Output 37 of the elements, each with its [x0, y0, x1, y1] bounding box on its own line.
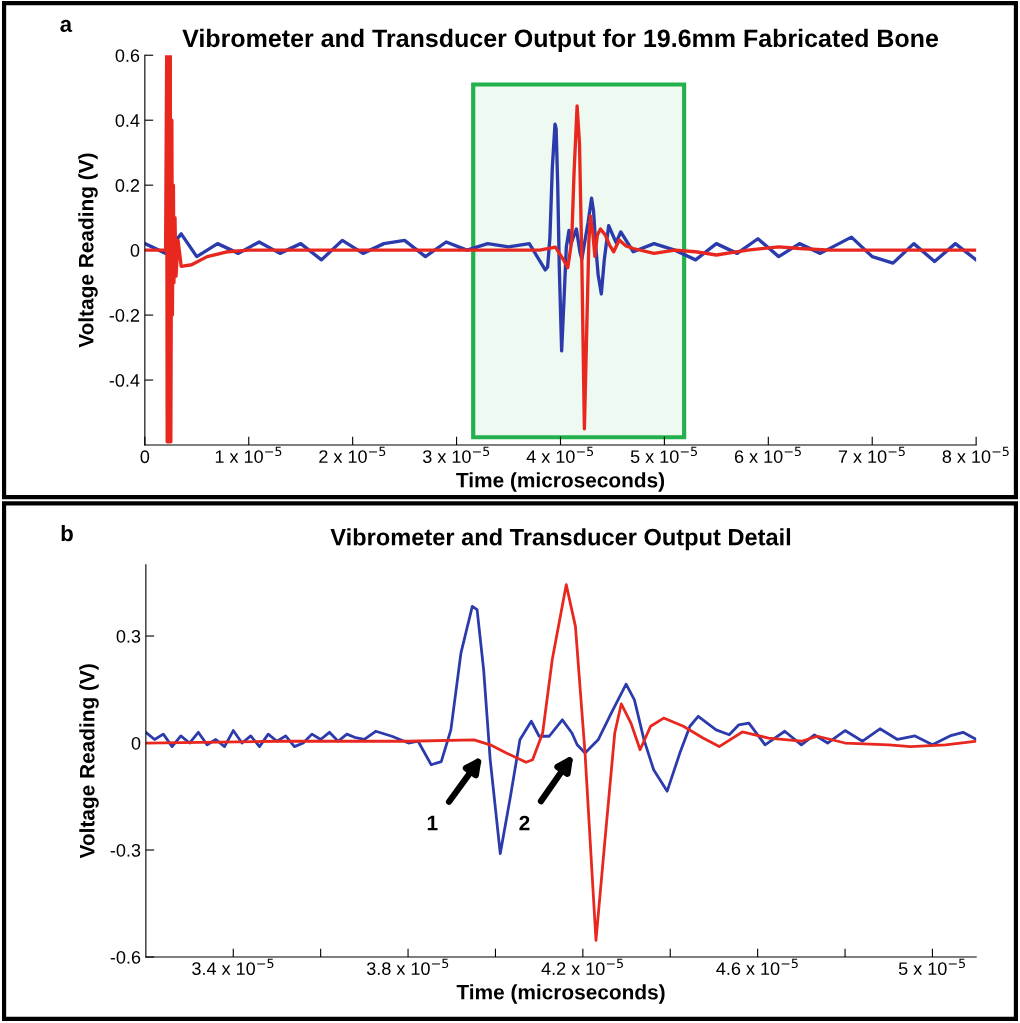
- x-tick-label: 2 x 10$^{−5}$: [319, 446, 386, 463]
- x-tick-label: 4 x 10$^{−5}$: [526, 446, 594, 463]
- y-tick-label: 0.4: [115, 114, 140, 127]
- text: a: [60, 19, 73, 32]
- y-tick-label: 0: [130, 244, 140, 257]
- x-tick-label: 6 x 10$^{−5}$: [734, 446, 801, 463]
- x-tick-label: 5 x 10$^{−5}$: [898, 958, 966, 976]
- x-tick-label: 3 x 10$^{−5}$: [422, 446, 490, 463]
- x-tick-label: 0: [140, 450, 150, 464]
- y-tick-label: 0.3: [116, 629, 141, 643]
- y-tick-label: -0.2: [109, 309, 140, 322]
- y-tick-label: -0.4: [109, 373, 140, 387]
- chart-title: Vibrometer and Transducer Output Detail: [330, 528, 791, 551]
- y-axis-title: Voltage Reading (V): [78, 153, 98, 348]
- x-axis-title: Time (microseconds): [456, 472, 665, 492]
- x-tick-label: 4.6 x 10$^{−5}$: [716, 958, 798, 976]
- line-series: [144, 55, 977, 444]
- x-tick-label: 4.2 x 10$^{−5}$: [541, 958, 623, 976]
- x-tick-label: 3.8 x 10$^{−5}$: [366, 958, 449, 976]
- line-series: [145, 583, 977, 942]
- annotation: 1: [427, 815, 438, 831]
- x-tick-label: 7 x 10$^{−5}$: [838, 446, 905, 463]
- y-tick-label: -0.3: [110, 843, 141, 857]
- text: b: [61, 524, 73, 542]
- y-tick-label: 0.2: [115, 179, 140, 192]
- x-tick-label: 3.4 x 10$^{−5}$: [192, 958, 274, 976]
- line-series: [145, 605, 977, 855]
- y-axis-title: Voltage Reading (V): [79, 664, 99, 859]
- annotation: 2: [519, 815, 530, 831]
- y-tick-label: -0.6: [110, 950, 141, 964]
- chart-title: Vibrometer and Transducer Output for 19.6mm Fabricated Bone: [182, 28, 938, 53]
- x-tick-label: 5 x 10$^{−5}$: [630, 446, 697, 463]
- x-axis-title: Time (microseconds): [456, 984, 665, 1004]
- y-tick-label: 0.6: [115, 49, 140, 62]
- x-tick-label: 8 x 10$^{−5}$: [942, 446, 1009, 463]
- y-tick-label: 0: [131, 736, 141, 750]
- x-tick-label: 1 x 10$^{−5}$: [215, 446, 282, 463]
